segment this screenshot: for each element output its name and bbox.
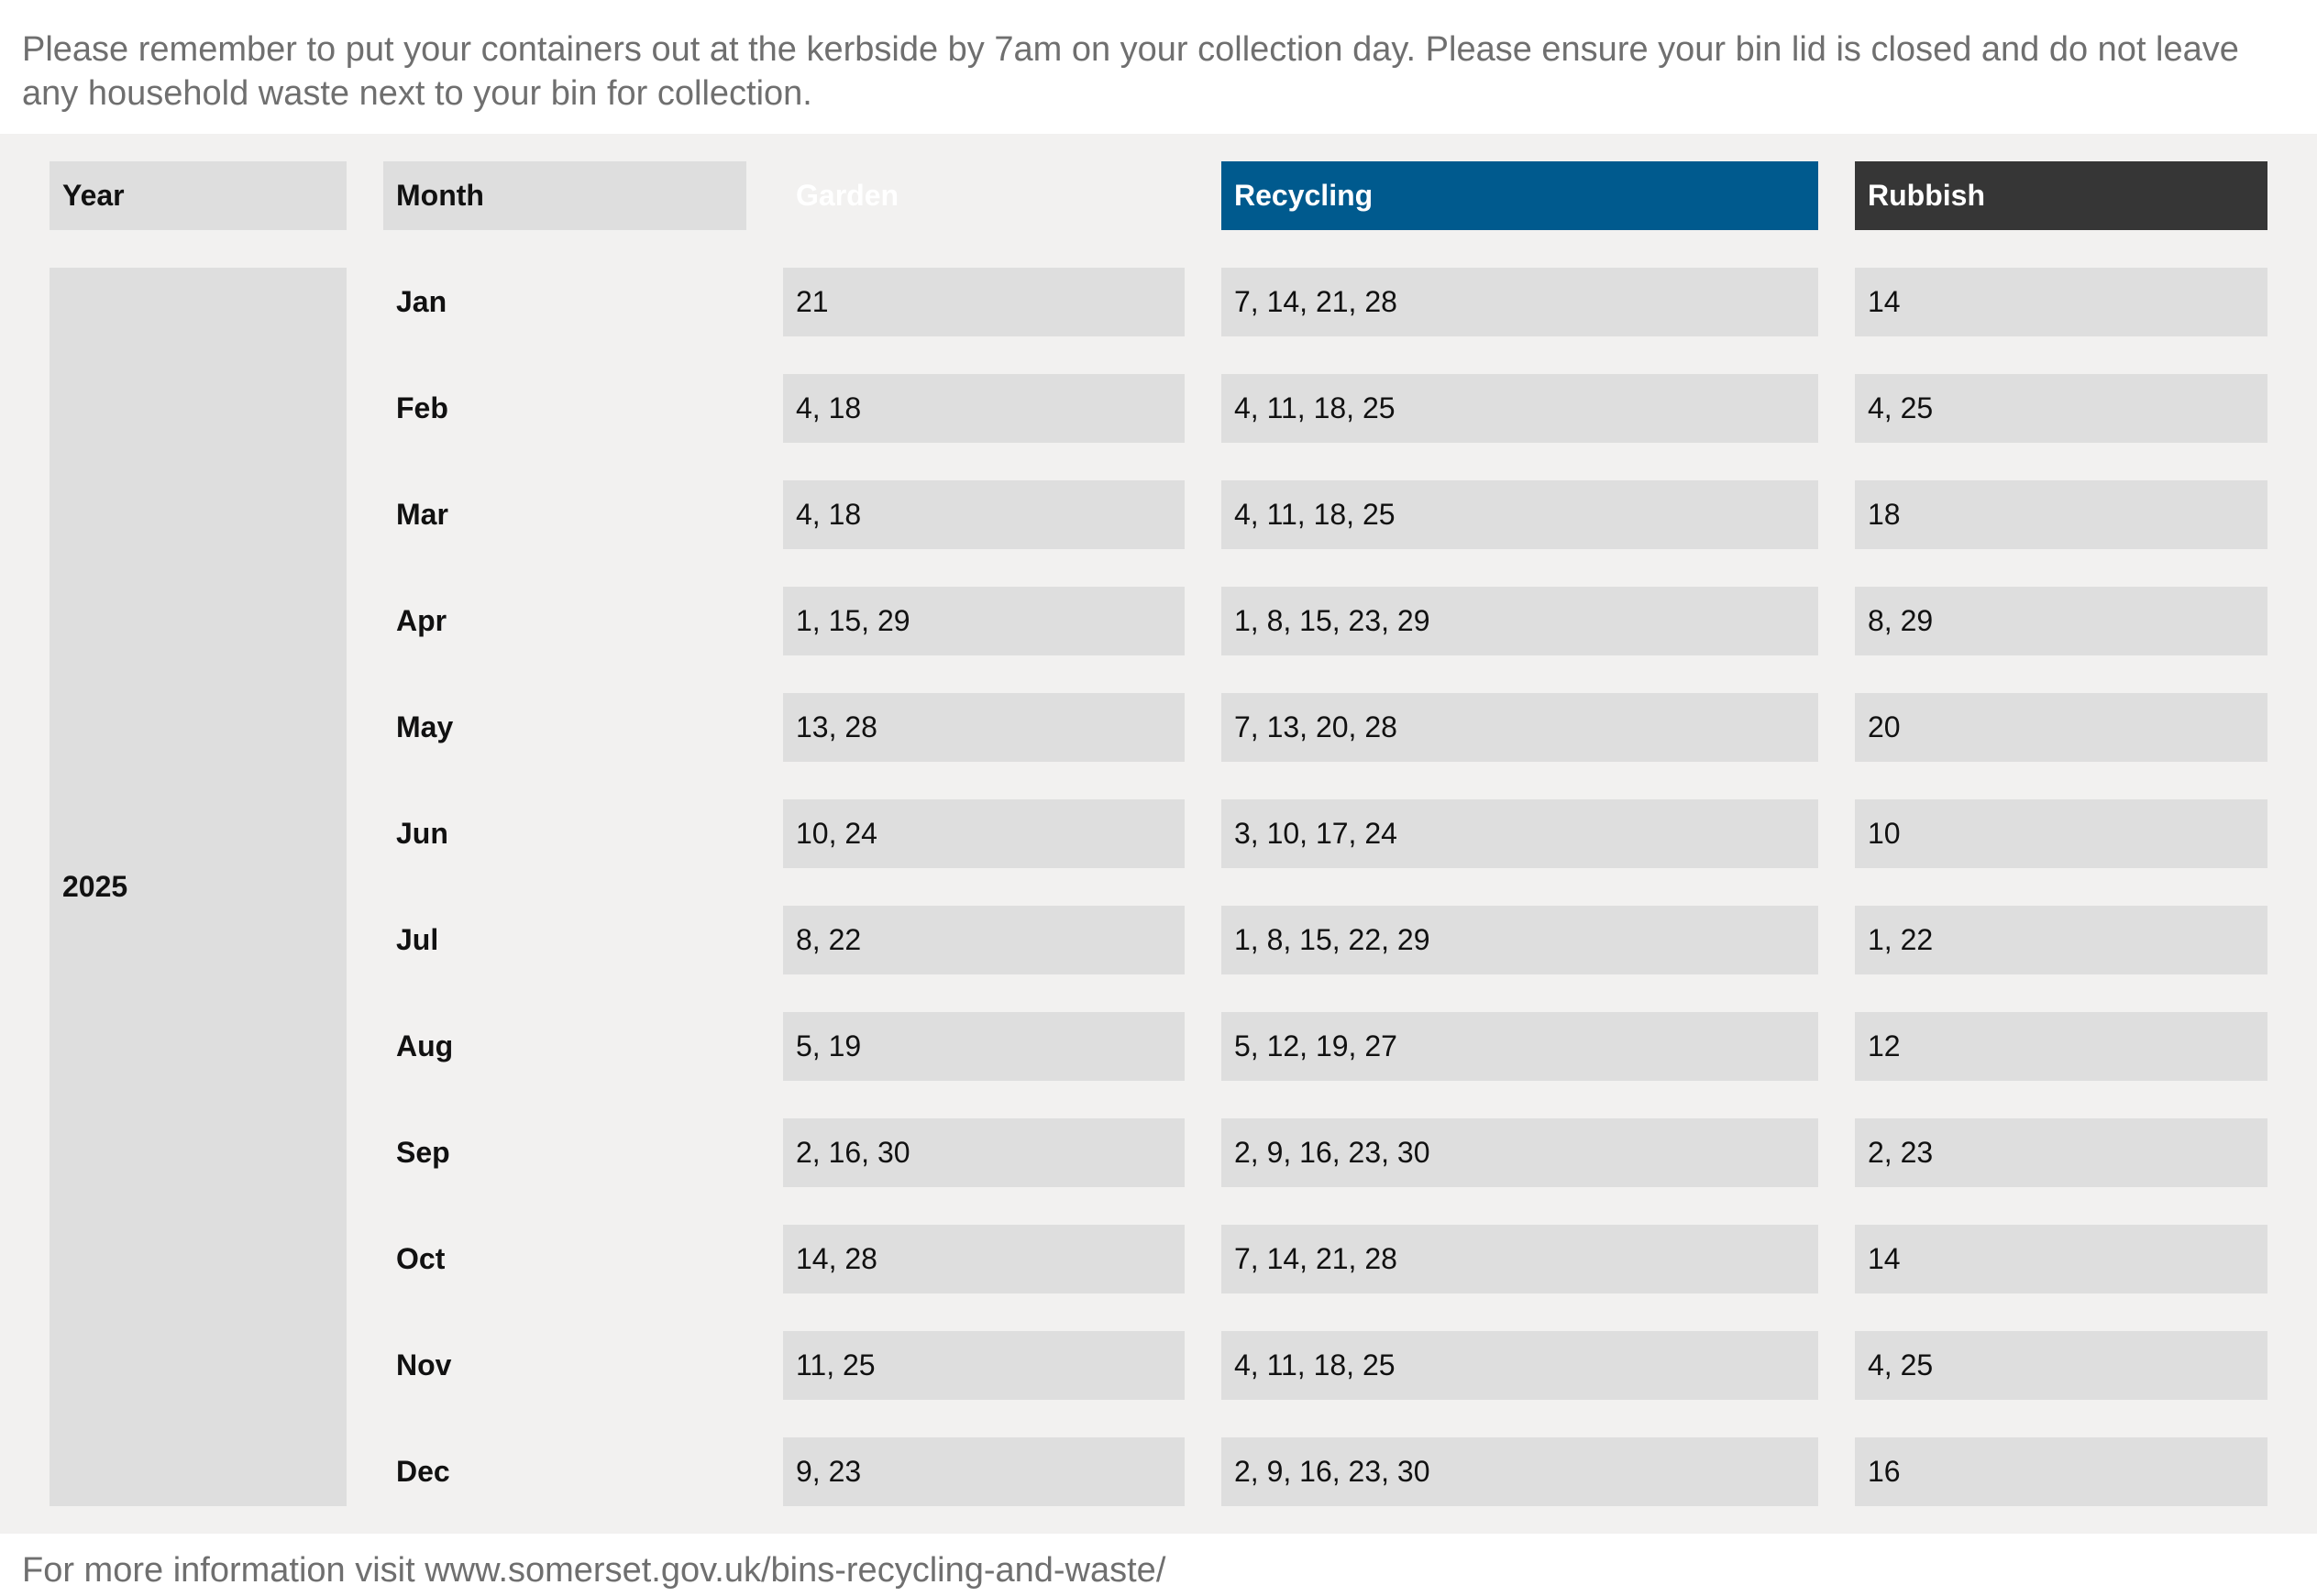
rubbish-dates-cell: 10 [1855, 799, 2267, 868]
garden-dates-cell: 14, 28 [783, 1225, 1185, 1293]
header-rubbish: Rubbish [1855, 161, 2267, 230]
recycling-dates-cell: 7, 14, 21, 28 [1221, 1225, 1818, 1293]
rubbish-dates-cell: 14 [1855, 268, 2267, 336]
recycling-dates-cell: 4, 11, 18, 25 [1221, 374, 1818, 443]
recycling-dates-cell: 5, 12, 19, 27 [1221, 1012, 1818, 1081]
month-label: Jul [396, 923, 439, 956]
year-cell: 2025 [50, 268, 347, 1506]
recycling-dates-cell: 1, 8, 15, 23, 29 [1221, 587, 1818, 655]
month-label: Apr [396, 604, 447, 637]
garden-dates-cell: 1, 15, 29 [783, 587, 1185, 655]
month-label: Mar [396, 498, 448, 531]
garden-dates-cell: 9, 23 [783, 1437, 1185, 1506]
rubbish-dates-cell: 20 [1855, 693, 2267, 762]
header-recycling: Recycling [1221, 161, 1818, 230]
recycling-dates-cell: 2, 9, 16, 23, 30 [1221, 1437, 1818, 1506]
month-label: May [396, 710, 454, 743]
garden-dates-cell: 2, 16, 30 [783, 1118, 1185, 1187]
header-year: Year [50, 161, 347, 230]
garden-dates-cell: 11, 25 [783, 1331, 1185, 1400]
header-garden: Garden [796, 179, 899, 212]
month-label: Dec [396, 1455, 450, 1488]
recycling-dates-cell: 2, 9, 16, 23, 30 [1221, 1118, 1818, 1187]
rubbish-dates-cell: 18 [1855, 480, 2267, 549]
month-label: Aug [396, 1029, 454, 1062]
intro-notice: Please remember to put your containers o… [22, 30, 2239, 113]
rubbish-dates-cell: 2, 23 [1855, 1118, 2267, 1187]
month-label: Jun [396, 817, 448, 850]
footer-info-link-text: For more information visit www.somerset.… [22, 1551, 1166, 1590]
header-month: Month [383, 161, 746, 230]
rubbish-dates-cell: 12 [1855, 1012, 2267, 1081]
recycling-dates-cell: 4, 11, 18, 25 [1221, 480, 1818, 549]
rubbish-dates-cell: 8, 29 [1855, 587, 2267, 655]
rubbish-dates-cell: 16 [1855, 1437, 2267, 1506]
garden-dates-cell: 21 [783, 268, 1185, 336]
garden-dates-cell: 10, 24 [783, 799, 1185, 868]
recycling-dates-cell: 7, 13, 20, 28 [1221, 693, 1818, 762]
recycling-dates-cell: 1, 8, 15, 22, 29 [1221, 906, 1818, 974]
month-label: Feb [396, 391, 448, 424]
garden-dates-cell: 8, 22 [783, 906, 1185, 974]
recycling-dates-cell: 7, 14, 21, 28 [1221, 268, 1818, 336]
recycling-dates-cell: 3, 10, 17, 24 [1221, 799, 1818, 868]
garden-dates-cell: 5, 19 [783, 1012, 1185, 1081]
garden-dates-cell: 13, 28 [783, 693, 1185, 762]
garden-dates-cell: 4, 18 [783, 480, 1185, 549]
month-label: Oct [396, 1242, 446, 1275]
rubbish-dates-cell: 4, 25 [1855, 374, 2267, 443]
recycling-dates-cell: 4, 11, 18, 25 [1221, 1331, 1818, 1400]
collection-calendar-table: Year Month Garden Recycling Rubbish 2025… [0, 134, 2317, 1534]
rubbish-dates-cell: 14 [1855, 1225, 2267, 1293]
rubbish-dates-cell: 4, 25 [1855, 1331, 2267, 1400]
garden-dates-cell: 4, 18 [783, 374, 1185, 443]
rubbish-dates-cell: 1, 22 [1855, 906, 2267, 974]
month-label: Sep [396, 1136, 450, 1169]
month-label: Jan [396, 285, 447, 318]
month-label: Nov [396, 1348, 452, 1381]
